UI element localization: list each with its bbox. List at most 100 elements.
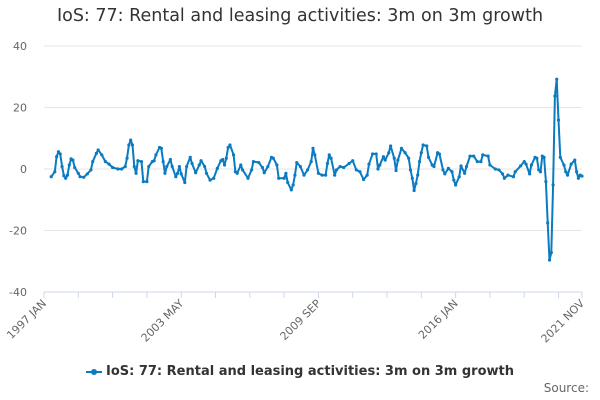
data-point xyxy=(289,188,293,192)
data-point xyxy=(291,183,295,187)
data-point xyxy=(89,168,93,172)
data-point xyxy=(159,146,163,150)
data-point xyxy=(488,163,492,167)
data-point xyxy=(361,177,366,182)
data-point xyxy=(125,156,129,160)
data-point xyxy=(271,156,275,160)
data-point xyxy=(251,160,256,164)
data-point xyxy=(426,155,431,159)
data-point xyxy=(392,156,396,160)
data-point xyxy=(394,168,398,173)
data-point xyxy=(240,168,245,172)
data-point xyxy=(437,152,441,156)
data-point xyxy=(204,171,209,175)
data-point xyxy=(165,164,169,169)
data-point xyxy=(338,164,342,169)
data-point xyxy=(67,163,71,167)
data-point xyxy=(454,183,458,187)
plot-area xyxy=(49,77,584,262)
data-point xyxy=(573,158,577,162)
data-point xyxy=(235,171,239,175)
data-point xyxy=(194,171,198,175)
data-point xyxy=(500,172,505,176)
data-point xyxy=(486,154,490,158)
data-point xyxy=(78,175,82,179)
data-point xyxy=(130,143,135,147)
data-point xyxy=(311,146,315,150)
data-point xyxy=(286,180,290,185)
data-point xyxy=(212,176,216,180)
data-point xyxy=(228,143,232,147)
data-point xyxy=(222,163,227,167)
data-point xyxy=(58,152,62,156)
data-point xyxy=(136,159,140,163)
data-point xyxy=(73,165,77,170)
data-point xyxy=(410,176,414,180)
data-point xyxy=(519,164,523,168)
data-point xyxy=(262,171,266,175)
data-point xyxy=(457,175,461,179)
data-point xyxy=(320,173,324,177)
data-point xyxy=(76,171,80,175)
data-point xyxy=(378,163,382,167)
data-point xyxy=(71,158,75,162)
y-tick-label: 0 xyxy=(20,163,27,176)
data-point xyxy=(558,155,562,159)
data-point xyxy=(342,165,346,170)
x-axis: 1997 JAN 2003 MAY 2009 SEP 2016 JAN 2021 NOV xyxy=(4,291,587,346)
chart-title: IoS: 77: Rental and leasing activities: … xyxy=(56,6,544,26)
data-point xyxy=(544,180,548,184)
data-point xyxy=(443,172,447,176)
data-point xyxy=(177,164,182,169)
data-point xyxy=(183,180,187,185)
data-point xyxy=(129,138,133,142)
data-point xyxy=(313,153,317,157)
data-point xyxy=(399,146,404,150)
data-point xyxy=(260,165,265,170)
data-point xyxy=(569,162,573,166)
data-point xyxy=(53,170,57,174)
data-point xyxy=(203,164,207,169)
data-point xyxy=(511,175,515,179)
data-point xyxy=(354,168,358,172)
data-point xyxy=(556,118,561,122)
data-point xyxy=(293,173,297,177)
data-point xyxy=(334,168,339,172)
data-point xyxy=(132,164,136,169)
data-point xyxy=(302,173,306,177)
data-point xyxy=(370,152,375,156)
data-point xyxy=(145,180,149,184)
y-tick-label: -40 xyxy=(9,286,27,299)
data-point xyxy=(295,160,299,165)
data-point xyxy=(468,154,472,158)
data-point xyxy=(190,161,194,166)
data-point xyxy=(459,164,463,168)
data-point xyxy=(215,166,219,170)
data-point xyxy=(475,160,479,164)
data-point xyxy=(551,183,555,187)
data-point xyxy=(506,173,510,177)
data-point xyxy=(403,151,407,155)
y-tick-label: -20 xyxy=(9,225,27,238)
data-point xyxy=(221,157,225,162)
grid-lines xyxy=(44,45,582,231)
legend[interactable]: IoS: 77: Rental and leasing activities: … xyxy=(0,364,600,379)
data-point xyxy=(188,155,192,159)
data-point xyxy=(414,181,418,186)
data-point xyxy=(580,174,584,178)
data-point xyxy=(553,94,557,98)
data-point xyxy=(452,178,456,182)
legend-line-marker-icon xyxy=(85,368,102,375)
data-point xyxy=(529,163,534,167)
data-point xyxy=(65,173,70,177)
data-point xyxy=(565,173,570,177)
data-point xyxy=(419,151,423,155)
data-point xyxy=(524,162,528,166)
data-point xyxy=(168,157,172,162)
data-point xyxy=(464,164,469,169)
data-point xyxy=(535,156,539,160)
y-tick-label: 40 xyxy=(13,40,27,53)
data-point xyxy=(497,168,501,172)
data-point xyxy=(120,167,124,171)
data-point xyxy=(111,165,115,170)
